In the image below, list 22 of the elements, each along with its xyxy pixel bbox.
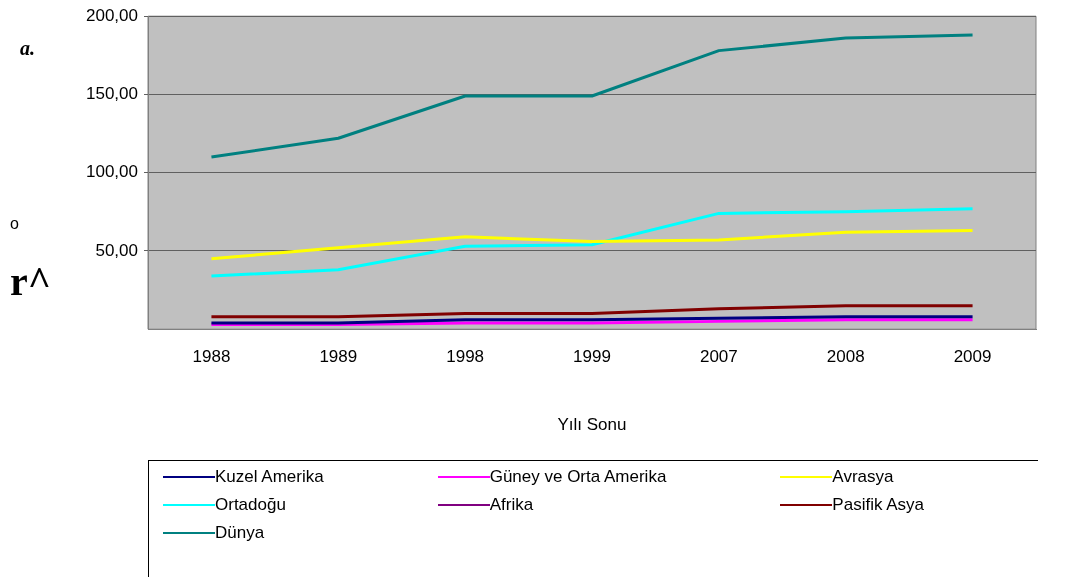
legend-label: Avrasya — [832, 467, 894, 487]
legend-label: Afrika — [489, 495, 534, 515]
y-tick-label: 50,00 — [95, 240, 138, 260]
legend-label: Pasifik Asya — [832, 495, 924, 515]
text: o — [10, 215, 19, 233]
x-tick-label: 1989 — [319, 347, 358, 367]
legend-label: Dünya — [215, 523, 265, 543]
y-tick-label: 200,00 — [86, 5, 138, 25]
x-tick-label: 1988 — [192, 347, 231, 367]
x-axis-title: Yılı Sonu — [557, 415, 627, 435]
legend-label: Ortadoğu — [215, 495, 286, 515]
legend-label: Güney ve Orta Amerika — [489, 467, 667, 487]
x-tick-label: 2007 — [699, 347, 738, 367]
x-tick-label: 1998 — [446, 347, 485, 367]
y-tick-label: 100,00 — [86, 162, 138, 182]
y-tick-label: 150,00 — [86, 84, 138, 104]
x-tick-label: 2009 — [953, 347, 992, 367]
text: a. — [20, 37, 35, 60]
legend-label: Kuzel Amerika — [215, 467, 324, 487]
x-tick-label: 2008 — [826, 347, 865, 367]
x-tick-label: 1999 — [573, 347, 611, 367]
text: r^ — [10, 259, 51, 305]
